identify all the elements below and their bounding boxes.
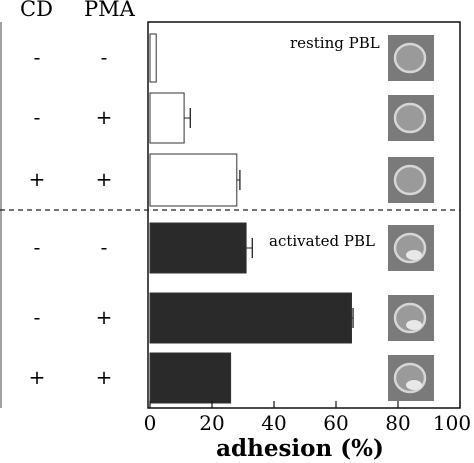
bar-activated-2 xyxy=(149,292,352,344)
header-pma: PMA xyxy=(84,0,136,21)
error-bar-5 xyxy=(351,308,354,328)
x-tick-label-80: 80 xyxy=(385,411,410,435)
cd-sign-6: + xyxy=(29,365,46,389)
cell-images xyxy=(388,35,434,401)
cell-image-1 xyxy=(388,35,434,81)
cell-image-4 xyxy=(388,225,434,271)
bar-activated-3 xyxy=(149,352,232,404)
x-tick-label-0: 0 xyxy=(144,411,157,435)
bar-resting-1 xyxy=(149,33,157,83)
cd-sign-3: + xyxy=(29,167,46,191)
error-bar-2 xyxy=(184,108,191,128)
bar-activated-1 xyxy=(149,222,247,274)
cd-sign-5: - xyxy=(34,305,41,329)
error-bar-3 xyxy=(236,170,241,190)
pma-sign-5: + xyxy=(96,305,113,329)
error-bar-4 xyxy=(246,238,253,258)
bar-resting-2 xyxy=(149,92,185,144)
cell-image-5 xyxy=(388,295,434,341)
cell-image-2 xyxy=(388,95,434,141)
plot-frame xyxy=(147,21,461,409)
pma-sign-4: - xyxy=(101,235,108,259)
cd-sign-2: - xyxy=(34,105,41,129)
cd-sign-4: - xyxy=(34,235,41,259)
pma-sign-3: + xyxy=(96,167,113,191)
cell-image-6 xyxy=(388,355,434,401)
pma-sign-2: + xyxy=(96,105,113,129)
bars-layer xyxy=(149,33,354,404)
activated-label: activated PBL xyxy=(269,232,375,250)
bar-resting-3 xyxy=(149,153,238,207)
header-cd: CD xyxy=(20,0,53,21)
cd-sign-1: - xyxy=(34,45,41,69)
pma-sign-6: + xyxy=(96,365,113,389)
resting-label: resting PBL xyxy=(290,34,380,52)
x-tick-label-100: 100 xyxy=(433,411,471,435)
row-condition-labels: - - - + + + - - - + + + xyxy=(29,45,113,389)
x-axis-title: adhesion (%) xyxy=(216,435,384,462)
x-tick-label-40: 40 xyxy=(261,411,286,435)
x-tick-label-60: 60 xyxy=(323,411,348,435)
x-tick-label-20: 20 xyxy=(199,411,224,435)
cell-image-3 xyxy=(388,157,434,203)
x-axis-ticks: 0 20 40 60 80 100 xyxy=(144,401,471,435)
pma-sign-1: - xyxy=(101,45,108,69)
